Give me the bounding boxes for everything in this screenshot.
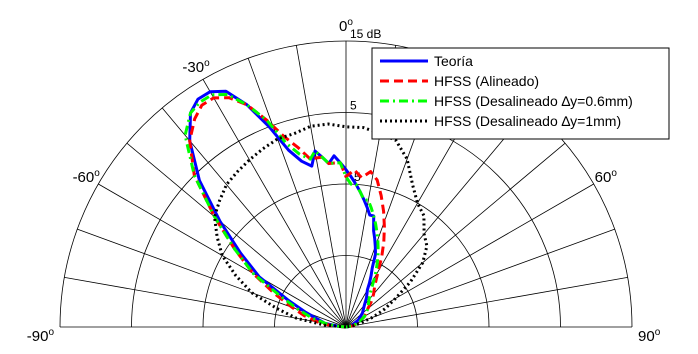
grid-spoke	[345, 228, 615, 328]
legend: Teoría HFSS (Alineado) HFSS (Desalineado ∆…	[371, 47, 670, 140]
angle-label-degree: o	[611, 168, 617, 179]
polar-grid	[59, 40, 633, 328]
legend-label-0: Teoría	[434, 53, 473, 69]
angle-label: 60o	[595, 168, 618, 186]
radial-tick-labels: 15 dB 5 -5	[350, 27, 381, 184]
legend-label-3: HFSS (Desalineado ∆y=1mm)	[434, 113, 621, 129]
grid-spoke	[202, 79, 347, 328]
angle-label: 0o	[339, 17, 353, 35]
grid-spoke	[161, 107, 347, 328]
angle-label-base: -30	[182, 59, 204, 76]
grid-spoke	[247, 58, 347, 328]
angle-label-degree: o	[204, 58, 210, 69]
series-lines	[183, 89, 429, 329]
angle-label-base: 60	[595, 169, 612, 186]
grid-spoke	[345, 183, 594, 328]
grid-spoke	[126, 142, 347, 328]
angle-label-degree: o	[655, 327, 661, 338]
grid-spoke	[64, 276, 347, 328]
grid-spoke	[345, 142, 566, 328]
series-line-3	[213, 122, 429, 329]
series-line-0	[188, 89, 377, 329]
grid-spoke	[345, 107, 531, 328]
grid-spoke	[295, 45, 347, 328]
angle-label: 90o	[638, 327, 661, 345]
legend-label-2: HFSS (Desalineado ∆y=0.6mm)	[434, 93, 633, 109]
angle-label-base: -90	[27, 328, 49, 345]
r-tick-label: 15 dB	[350, 27, 381, 41]
grid-spoke	[98, 183, 347, 328]
series-line-2	[183, 93, 380, 329]
r-tick-label: 5	[350, 99, 357, 113]
legend-box	[371, 47, 670, 140]
legend-label-1: HFSS (Alineado)	[434, 73, 539, 89]
grid-spoke	[345, 276, 628, 328]
angle-label: -90o	[27, 327, 55, 345]
angle-labels: 0o-30o-60o 60o-90o 90o	[27, 17, 661, 345]
angle-label-degree: o	[48, 327, 54, 338]
angle-label-degree: o	[347, 17, 353, 28]
angle-label-base: -60	[73, 169, 95, 186]
angle-label: -60o	[73, 168, 101, 186]
r-tick-label: -5	[350, 170, 361, 184]
angle-label-base: 0	[339, 18, 347, 35]
angle-label-base: 90	[638, 328, 655, 345]
angle-label-degree: o	[94, 168, 100, 179]
angle-label: -30o	[182, 58, 210, 76]
